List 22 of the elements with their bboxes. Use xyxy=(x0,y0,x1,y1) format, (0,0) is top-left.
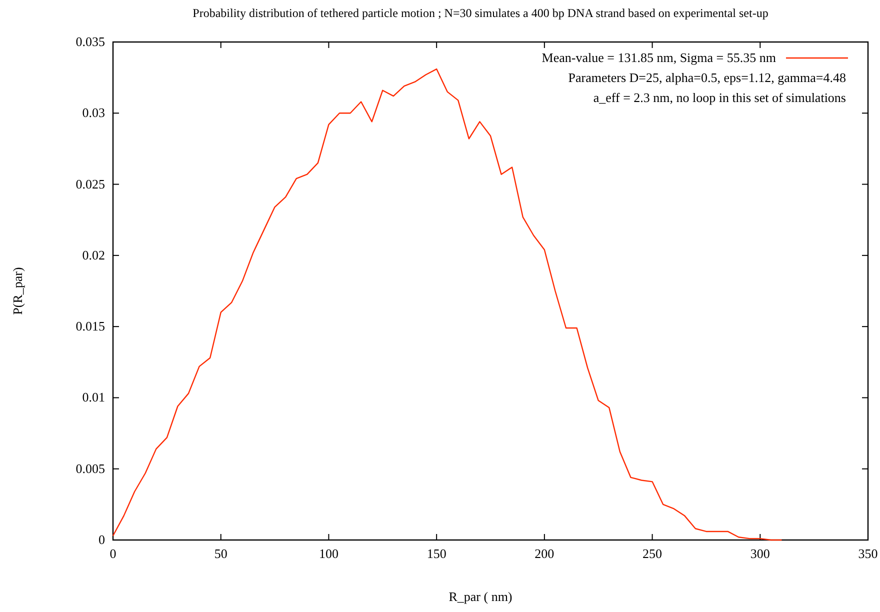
y-tick-label: 0.01 xyxy=(82,390,105,405)
y-tick-label: 0.025 xyxy=(76,176,105,192)
y-tick-label: 0 xyxy=(98,532,105,547)
y-tick-label: 0.015 xyxy=(76,318,105,334)
x-tick-label: 0 xyxy=(110,546,116,561)
x-tick-label: 150 xyxy=(426,546,446,561)
x-tick-label: 200 xyxy=(534,546,554,561)
x-axis-title: R_par ( nm) xyxy=(448,589,512,604)
y-axis-title: P(R_par) xyxy=(10,267,25,315)
annotation: a_eff = 2.3 nm, no loop in this set of simulations xyxy=(593,90,846,105)
y-tick-label: 0.03 xyxy=(82,105,105,120)
y-tick-label: 0.035 xyxy=(76,34,105,49)
x-tick-label: 350 xyxy=(858,546,878,561)
y-tick-label: 0.005 xyxy=(76,460,105,476)
x-tick-label: 50 xyxy=(214,546,228,561)
x-tick-label: 250 xyxy=(642,546,662,561)
annotation: Parameters D=25, alpha=0.5, eps=1.12, gamma=4.48 xyxy=(568,70,846,85)
chart-title: Probability distribution of tethered particle motion ; N=30 simulates a 400 bp DNA strand based on experimental set-up xyxy=(192,6,768,20)
y-tick-label: 0.02 xyxy=(82,247,105,262)
x-tick-label: 300 xyxy=(750,546,770,561)
legend-label: Mean-value = 131.85 nm, Sigma = 55.35 nm xyxy=(542,50,776,65)
x-tick-label: 100 xyxy=(318,546,338,561)
